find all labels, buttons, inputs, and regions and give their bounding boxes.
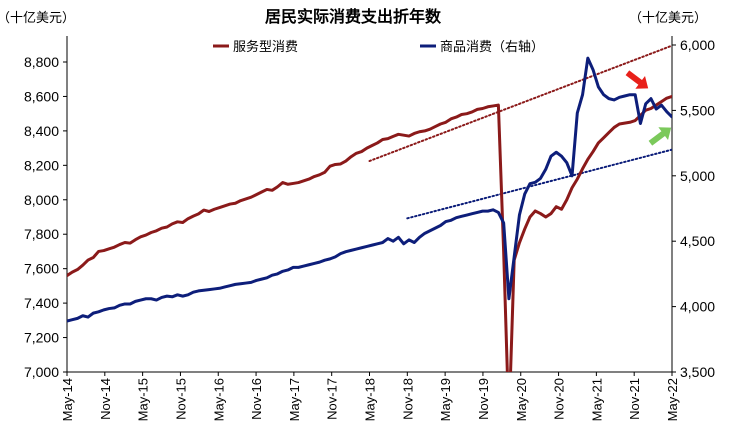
left-tick-label: 8,600 <box>24 88 59 104</box>
left-tick-label: 8,200 <box>24 157 59 173</box>
red-arrow-shape <box>625 70 649 89</box>
green-arrow-shape <box>648 127 672 146</box>
trend-lines <box>368 44 672 220</box>
left-tick-label: 7,600 <box>24 261 59 277</box>
x-tick-label: Nov-14 <box>98 378 113 420</box>
right-tick-label: 4,000 <box>680 299 715 315</box>
x-tick-label: May-22 <box>665 378 680 421</box>
right-tick-label: 6,000 <box>680 37 715 53</box>
left-tick-label: 7,400 <box>24 295 59 311</box>
x-tick-label: Nov-21 <box>627 378 642 420</box>
right-tick-label: 3,500 <box>680 364 715 380</box>
right-axis-unit: （十亿美元） <box>629 11 707 26</box>
series-line-services <box>67 94 672 372</box>
chart-title: 居民实际消费支出折年数 <box>265 7 442 26</box>
left-axis-unit: （十亿美元） <box>0 11 75 26</box>
legend-label-goods: 商品消费（右轴） <box>440 40 544 55</box>
x-tick-label: May-19 <box>438 378 453 421</box>
trend-line-services <box>368 44 672 163</box>
legend: 服务型消费 商品消费（右轴） <box>213 39 544 55</box>
red-down-arrow-icon <box>625 70 649 89</box>
green-up-arrow-icon <box>648 127 672 146</box>
left-tick-label: 7,800 <box>24 226 59 242</box>
x-tick-label: Nov-16 <box>249 378 264 420</box>
left-tick-label: 7,000 <box>24 364 59 380</box>
x-tick-label: Nov-19 <box>476 378 491 420</box>
x-tick-label: Nov-20 <box>552 378 567 420</box>
x-tick-label: May-17 <box>287 378 302 421</box>
axes: 7,000 7,200 7,400 7,600 7,800 8,000 8,200 8,400… <box>24 36 715 421</box>
x-tick-label: May-16 <box>211 378 226 421</box>
right-tick-label: 5,000 <box>680 168 715 184</box>
left-tick-label: 7,200 <box>24 330 59 346</box>
x-tick-label: May-21 <box>589 378 604 421</box>
x-tick-label: Nov-17 <box>325 378 340 420</box>
left-tick-label: 8,000 <box>24 192 59 208</box>
series-line-goods <box>67 56 672 323</box>
x-tick-label: May-15 <box>136 378 151 421</box>
x-tick-label: May-18 <box>363 378 378 421</box>
series-lines <box>67 56 672 372</box>
trend-line-goods <box>406 148 672 220</box>
x-tick-label: May-14 <box>60 378 75 421</box>
x-tick-label: May-20 <box>514 378 529 421</box>
annotations <box>625 70 672 146</box>
right-tick-label: 5,500 <box>680 102 715 118</box>
x-tick-label: Nov-15 <box>173 378 188 420</box>
left-tick-label: 8,800 <box>24 54 59 70</box>
left-tick-label: 8,400 <box>24 123 59 139</box>
legend-label-services: 服务型消费 <box>233 39 298 55</box>
x-tick-label: Nov-18 <box>400 378 415 420</box>
right-tick-label: 4,500 <box>680 233 715 249</box>
